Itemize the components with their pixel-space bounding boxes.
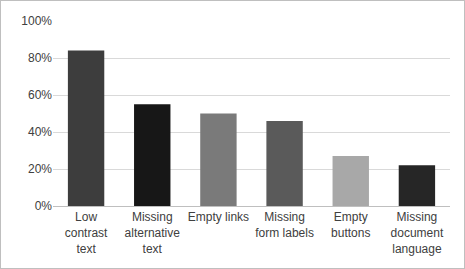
svg-text:Missingalternativetext: Missingalternativetext bbox=[125, 210, 181, 255]
svg-text:Missingform labels: Missingform labels bbox=[255, 210, 314, 240]
svg-text:20%: 20% bbox=[28, 162, 52, 176]
svg-text:40%: 40% bbox=[28, 125, 52, 139]
svg-text:80%: 80% bbox=[28, 51, 52, 65]
svg-text:0%: 0% bbox=[35, 199, 53, 213]
svg-text:Empty links: Empty links bbox=[188, 210, 249, 224]
svg-text:Emptybuttons: Emptybuttons bbox=[331, 210, 370, 240]
svg-text:100%: 100% bbox=[21, 14, 52, 28]
svg-text:60%: 60% bbox=[28, 88, 52, 102]
svg-text:Missingdocumentlanguage: Missingdocumentlanguage bbox=[391, 210, 444, 255]
svg-text:Lowcontrasttext: Lowcontrasttext bbox=[65, 210, 108, 255]
